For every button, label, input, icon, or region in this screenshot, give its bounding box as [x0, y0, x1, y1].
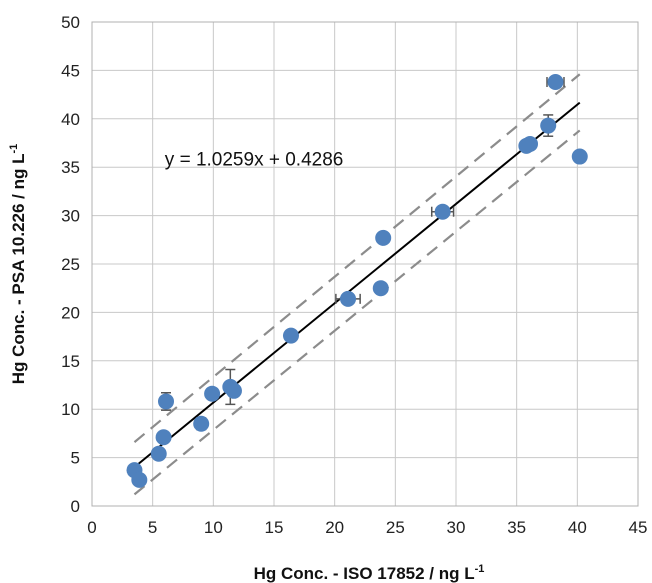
- y-tick-label: 0: [71, 497, 80, 516]
- x-tick-label: 35: [507, 518, 526, 537]
- data-point: [158, 393, 175, 410]
- data-points: [126, 74, 588, 488]
- x-tick-label: 0: [87, 518, 96, 537]
- y-tick-label: 45: [61, 61, 80, 80]
- x-tick-label: 25: [386, 518, 405, 537]
- confidence-band-lower: [133, 129, 581, 496]
- data-point: [540, 117, 557, 134]
- data-point: [204, 385, 221, 402]
- data-point: [372, 280, 389, 297]
- data-point: [434, 203, 451, 220]
- y-axis-title-sup: -1: [8, 144, 20, 154]
- y-tick-label: 35: [61, 158, 80, 177]
- y-tick-label: 50: [61, 13, 80, 32]
- plot-area-border: [91, 21, 639, 507]
- y-tick-label: 10: [61, 400, 80, 419]
- x-tick-label: 30: [447, 518, 466, 537]
- y-tick-label: 30: [61, 207, 80, 226]
- x-tick-label: 45: [629, 518, 648, 537]
- data-point: [375, 229, 392, 246]
- y-tick-label: 40: [61, 110, 80, 129]
- regression-equation: y = 1.0259x + 0.4286: [165, 149, 344, 170]
- data-point: [282, 327, 299, 344]
- x-tick-label: 15: [265, 518, 284, 537]
- x-axis-title-sup: -1: [475, 563, 485, 575]
- regression-line: [133, 101, 581, 468]
- data-point: [522, 135, 539, 152]
- y-tick-label: 5: [71, 449, 80, 468]
- x-axis-title: Hg Conc. - ISO 17852 / ng L-1: [254, 563, 485, 583]
- confidence-band-upper: [133, 73, 581, 443]
- x-axis-title-text: Hg Conc. - ISO 17852 / ng L: [254, 564, 475, 583]
- x-tick-labels: 0 5 10 15 20 25 30 35 40 45: [87, 518, 647, 537]
- data-point: [193, 415, 210, 432]
- data-point: [131, 471, 148, 488]
- confidence-band: [133, 73, 581, 496]
- x-tick-label: 20: [325, 518, 344, 537]
- x-tick-label: 10: [204, 518, 223, 537]
- y-tick-labels: 0 5 10 15 20 25 30 35 40 45 50: [61, 13, 80, 516]
- x-tick-label: 5: [148, 518, 157, 537]
- data-point: [155, 429, 172, 446]
- y-axis-title: Hg Conc. - PSA 10.226 / ng L-1: [8, 144, 28, 385]
- y-axis-title-text: Hg Conc. - PSA 10.226 / ng L: [9, 153, 28, 384]
- data-point: [150, 445, 167, 462]
- y-tick-label: 20: [61, 303, 80, 322]
- x-tick-label: 40: [568, 518, 587, 537]
- data-point: [547, 74, 564, 91]
- data-point: [225, 382, 242, 399]
- data-point: [571, 148, 588, 165]
- y-tick-label: 25: [61, 255, 80, 274]
- data-point: [340, 290, 357, 307]
- y-tick-label: 15: [61, 352, 80, 371]
